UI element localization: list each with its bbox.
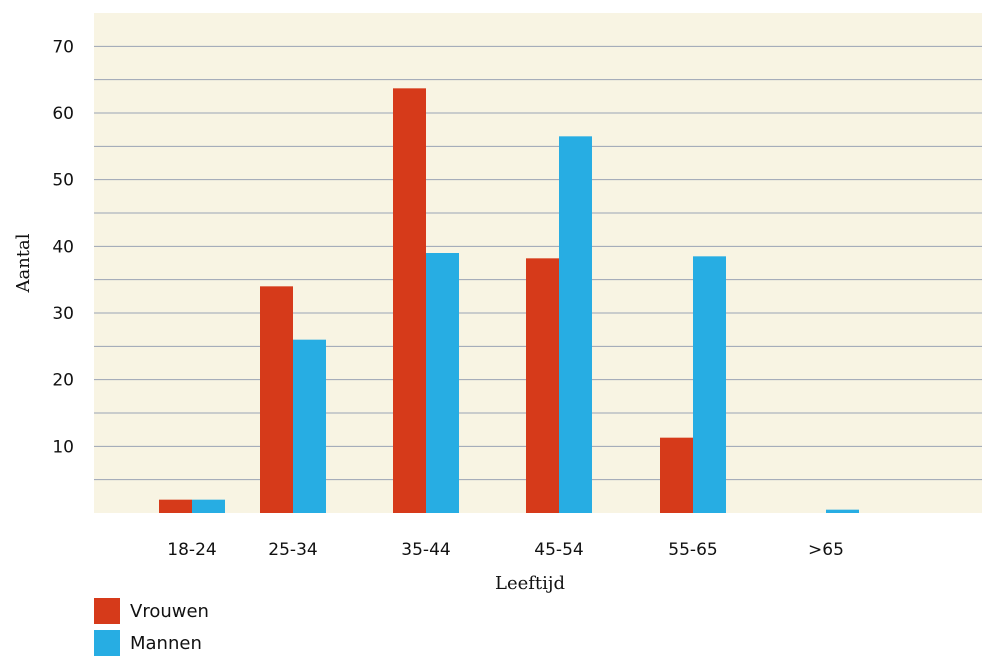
- legend-item-mannen: Mannen: [94, 628, 209, 658]
- x-tick-label: 35-44: [401, 540, 450, 560]
- y-tick-label: 70: [52, 37, 74, 57]
- y-tick-label: 20: [52, 371, 74, 391]
- bar-vrouwen-0: [159, 499, 192, 513]
- y-axis-title: Aantal: [13, 233, 34, 293]
- bar-vrouwen-4: [660, 437, 693, 513]
- x-axis-ticks: 18-24 25-34 35-44 45-54 55-65 >65: [167, 540, 844, 560]
- bar-vrouwen-1: [260, 286, 293, 513]
- x-tick-label: 45-54: [534, 540, 583, 560]
- y-tick-label: 30: [52, 304, 74, 324]
- x-axis-title: Leeftijd: [495, 573, 565, 594]
- x-tick-label: 25-34: [268, 540, 317, 560]
- legend-swatch-mannen: [94, 630, 120, 656]
- bar-mannen-2: [426, 253, 459, 513]
- legend-item-vrouwen: Vrouwen: [94, 596, 209, 626]
- x-tick-label: 18-24: [167, 540, 216, 560]
- bar-mannen-1: [293, 339, 326, 513]
- legend-swatch-vrouwen: [94, 598, 120, 624]
- legend: Vrouwen Mannen: [94, 596, 209, 660]
- bar-vrouwen-2: [393, 88, 426, 513]
- y-tick-label: 50: [52, 171, 74, 191]
- y-tick-label: 10: [52, 437, 74, 457]
- bars: [159, 88, 859, 514]
- y-axis-ticks: 10 20 30 40 50 60 70: [52, 37, 74, 457]
- bar-mannen-0: [192, 499, 225, 513]
- bar-mannen-4: [693, 256, 726, 513]
- y-tick-label: 60: [52, 104, 74, 124]
- x-tick-label: 55-65: [668, 540, 717, 560]
- bar-vrouwen-3: [526, 258, 559, 513]
- x-tick-label: >65: [808, 540, 844, 560]
- bar-mannen-5: [826, 509, 859, 513]
- legend-label-vrouwen: Vrouwen: [130, 600, 209, 622]
- legend-label-mannen: Mannen: [130, 632, 202, 654]
- bar-mannen-3: [559, 136, 592, 514]
- y-tick-label: 40: [52, 237, 74, 257]
